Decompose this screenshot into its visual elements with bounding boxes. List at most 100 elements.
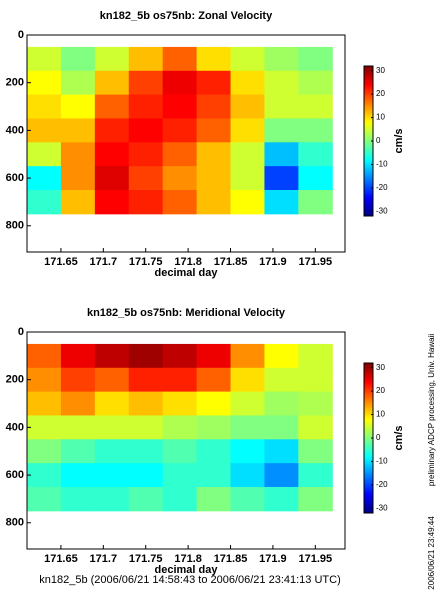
colorbar-swatch <box>364 148 373 151</box>
heat-cell <box>94 190 130 215</box>
colorbar-swatch <box>364 180 373 184</box>
heat-cell <box>162 463 198 488</box>
colorbar-swatch <box>364 143 373 147</box>
heat-cell <box>196 70 232 96</box>
heat-cell <box>60 487 96 512</box>
heat-cell <box>196 118 232 143</box>
heat-cell <box>128 367 164 393</box>
colorbar-swatch <box>364 162 373 165</box>
colorbar-swatch <box>364 82 373 86</box>
colorbar-swatch <box>364 66 373 69</box>
heat-cell <box>94 487 130 512</box>
y-tick-label: 0 <box>18 326 24 338</box>
colorbar-swatch <box>364 105 373 109</box>
colorbar-swatch <box>364 459 373 462</box>
colorbar-swatch <box>364 456 373 460</box>
heat-cell <box>60 94 96 119</box>
colorbar-swatch <box>364 133 373 137</box>
heat-cell <box>27 487 62 512</box>
y-tick-label: 400 <box>6 421 24 433</box>
y-tick-label: 0 <box>18 29 24 41</box>
heat-cell <box>230 94 265 119</box>
heat-cell <box>196 367 232 393</box>
heat-cell <box>128 94 164 119</box>
axes-frame <box>26 34 346 253</box>
heat-cell <box>128 166 164 191</box>
colorbar-swatch <box>364 169 373 172</box>
heat-cell <box>162 118 198 143</box>
heat-cell <box>230 142 265 167</box>
heat-cell <box>264 487 299 512</box>
colorbar-swatch <box>364 206 373 210</box>
colorbar-swatch <box>364 204 373 208</box>
heat-cell <box>128 391 164 416</box>
heat-cell <box>27 463 62 488</box>
heat-cell <box>94 343 130 369</box>
heat-cell <box>60 439 96 464</box>
heat-cell <box>264 463 299 488</box>
colorbar-swatch <box>364 508 373 512</box>
heat-cell <box>27 415 62 440</box>
heat-cell <box>162 166 198 191</box>
colorbar-swatch <box>364 405 373 408</box>
colorbar-tick-label: 30 <box>376 363 385 372</box>
colorbar-swatch <box>364 91 373 95</box>
colorbar-swatch <box>364 131 373 135</box>
colorbar-tick-label: -30 <box>376 503 388 512</box>
x-tick-label: 171.75 <box>129 256 163 268</box>
colorbar-swatch <box>364 157 373 161</box>
colorbar-swatch <box>364 379 373 383</box>
colorbar-swatch <box>364 183 373 186</box>
colorbar-swatch <box>364 108 373 111</box>
heat-cell <box>162 190 198 215</box>
colorbar-label: cm/s <box>393 128 405 153</box>
heat-cell <box>128 46 164 72</box>
heat-cell <box>27 94 62 119</box>
colorbar-swatch <box>364 103 373 107</box>
colorbar-swatch <box>364 173 373 177</box>
colorbar-swatch <box>364 388 373 392</box>
colorbar-tick-label: 0 <box>376 433 381 442</box>
colorbar-swatch <box>364 384 373 387</box>
heat-cell <box>230 367 265 393</box>
heat-cell <box>230 415 265 440</box>
colorbar-swatch <box>364 150 373 154</box>
x-tick-label: 171.8 <box>174 553 202 565</box>
chart-title: kn182_5b os75nb: Zonal Velocity <box>100 10 273 22</box>
colorbar-swatch <box>364 391 373 394</box>
heat-cell <box>264 46 299 72</box>
colorbar-swatch <box>364 423 373 427</box>
x-tick-label: 171.8 <box>174 256 202 268</box>
side-note: preliminary ADCP processing, Univ. Hawai… <box>427 334 436 486</box>
timestamp: 2006/06/21 23:49:44 <box>427 516 436 590</box>
colorbar-swatch <box>364 96 373 100</box>
heat-cell <box>128 70 164 96</box>
colorbar-swatch <box>364 110 373 114</box>
colorbar-swatch <box>364 367 373 371</box>
y-tick-label: 600 <box>6 172 24 184</box>
colorbar-swatch <box>364 122 373 125</box>
heat-cell <box>196 439 232 464</box>
colorbar-swatch <box>364 194 373 198</box>
heat-cell <box>94 94 130 119</box>
heat-cell <box>230 190 265 215</box>
colorbar-swatch <box>364 201 373 205</box>
heat-cell <box>94 166 130 191</box>
colorbar-swatch <box>364 510 373 514</box>
x-tick-label: 171.85 <box>214 256 248 268</box>
heat-cell <box>60 70 96 96</box>
colorbar-tick-label: -20 <box>376 480 388 489</box>
y-tick-label: 200 <box>6 77 24 89</box>
heat-cell <box>162 46 198 72</box>
heat-cell <box>162 142 198 167</box>
colorbar-swatch <box>364 426 373 430</box>
heat-cell <box>94 367 130 393</box>
colorbar-swatch <box>364 166 373 170</box>
heat-cell <box>162 343 198 369</box>
colorbar-swatch <box>364 164 373 168</box>
heat-cell <box>264 142 299 167</box>
colorbar-tick-label: -30 <box>376 206 388 215</box>
colorbar-swatch <box>364 477 373 481</box>
heat-cell <box>298 367 333 393</box>
